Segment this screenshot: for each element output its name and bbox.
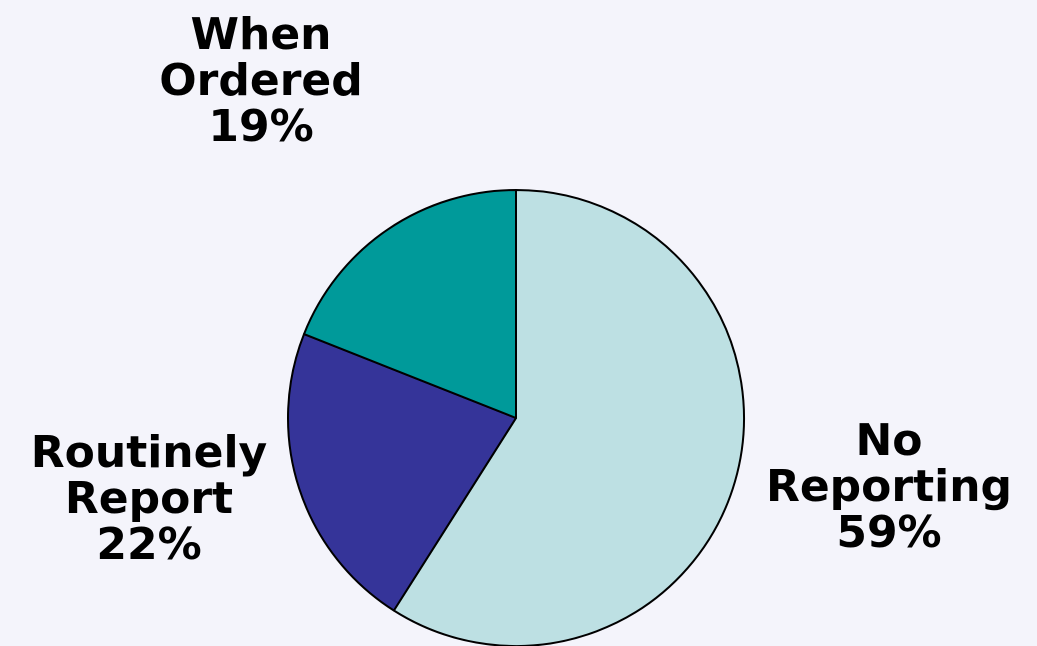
pie-slice-when-ordered xyxy=(303,189,517,419)
label-no-reporting: No Reporting 59% xyxy=(766,418,1012,556)
label-routinely-report-value: 22% xyxy=(96,519,202,570)
label-when-ordered-value: 19% xyxy=(208,101,314,152)
label-routinely-report-line-2: Report xyxy=(64,473,234,524)
label-routinely-report-line-1: Routinely xyxy=(30,427,268,478)
label-when-ordered: When Ordered 19% xyxy=(159,12,362,150)
label-no-reporting-line-1: No xyxy=(855,415,923,466)
label-when-ordered-line-1: When xyxy=(190,9,332,60)
label-no-reporting-value: 59% xyxy=(836,507,942,558)
label-when-ordered-line-2: Ordered xyxy=(159,55,363,106)
label-no-reporting-line-2: Reporting xyxy=(765,461,1013,512)
label-routinely-report: Routinely Report 22% xyxy=(31,430,267,568)
pie-slice-routinely-report xyxy=(287,333,517,612)
